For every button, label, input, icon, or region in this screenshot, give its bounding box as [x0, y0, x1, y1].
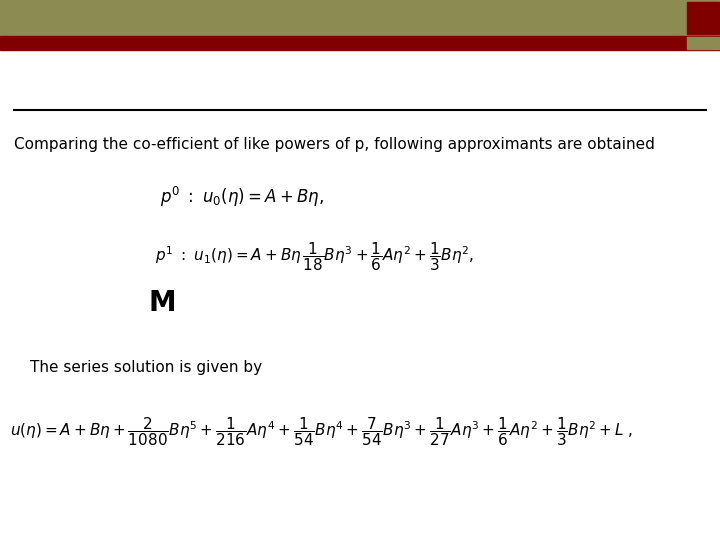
Text: $\mathbf{M}$: $\mathbf{M}$	[148, 290, 175, 317]
Text: $p^{1}\ :\ u_{1}(\eta) = A + B\eta\,\dfrac{1}{18}B\eta^{3} + \dfrac{1}{6}A\eta^{: $p^{1}\ :\ u_{1}(\eta) = A + B\eta\,\dfr…	[155, 240, 474, 273]
Text: The series solution is given by: The series solution is given by	[30, 360, 262, 375]
Bar	[687, 37, 719, 49]
Bar	[0, 36, 720, 50]
Text: $u(\eta) = A + B\eta + \dfrac{2}{1080}B\eta^{5} + \dfrac{1}{216}A\eta^{4} + \dfr: $u(\eta) = A + B\eta + \dfrac{2}{1080}B\…	[10, 415, 634, 448]
Text: Comparing the co-efficient of like powers of p, following approximants are obtai: Comparing the co-efficient of like power…	[14, 137, 655, 152]
Text: $p^{0}\ :\ u_{0}(\eta) = A + B\eta,$: $p^{0}\ :\ u_{0}(\eta) = A + B\eta,$	[160, 185, 324, 209]
Bar	[687, 2, 719, 34]
Bar	[0, 0, 720, 36]
